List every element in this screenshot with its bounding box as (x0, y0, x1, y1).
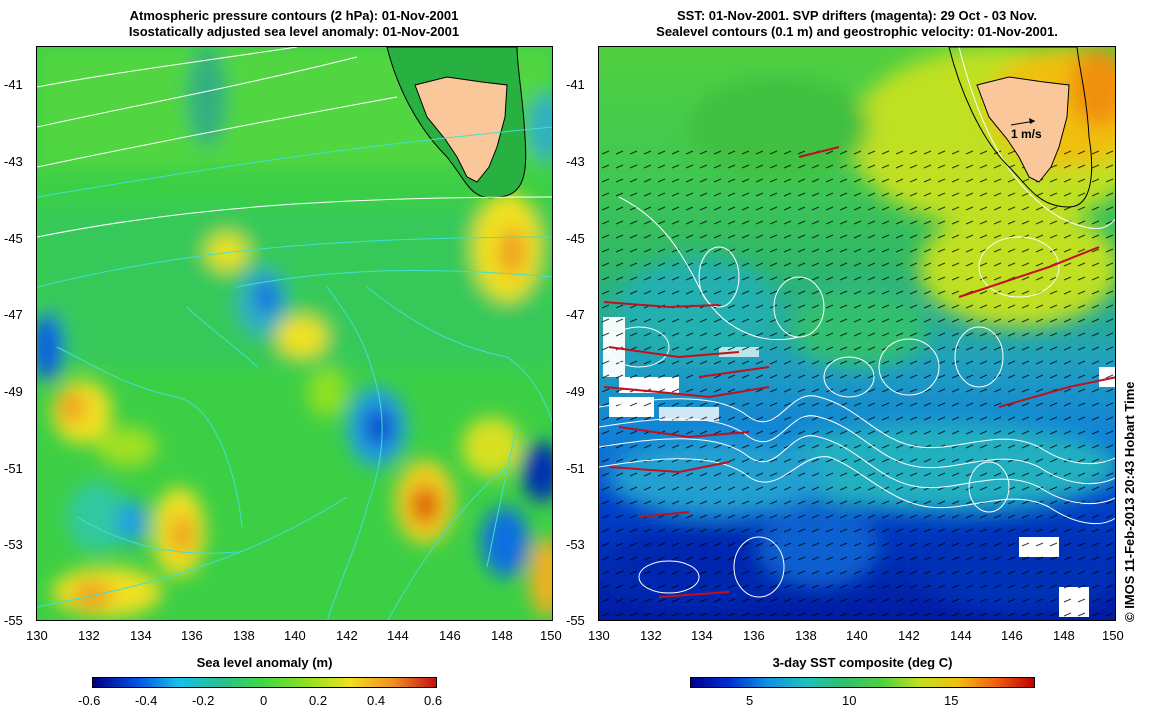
left-colorbar-tick: 0.4 (367, 693, 386, 708)
left-colorbar-tick: -0.2 (192, 693, 215, 708)
left-lat-tick: -45 (4, 231, 23, 246)
right-colorbar-tick: 10 (842, 693, 857, 708)
sst-map: 1 m/s (598, 46, 1116, 621)
right-lat-tick: -47 (566, 307, 585, 322)
right-lon-tick: 134 (691, 628, 713, 643)
right-lat-tick: -51 (566, 461, 585, 476)
left-title: Atmospheric pressure contours (2 hPa): 0… (36, 8, 552, 40)
right-lon-tick: 138 (795, 628, 817, 643)
left-lon-tick: 144 (387, 628, 409, 643)
right-lon-tick: 130 (588, 628, 610, 643)
right-lat-tick: -55 (566, 613, 585, 628)
left-lat-tick: -51 (4, 461, 23, 476)
right-lon-tick: 142 (898, 628, 920, 643)
left-lat-tick: -47 (4, 307, 23, 322)
sea-level-colorbar (92, 677, 437, 688)
right-lon-tick: 140 (846, 628, 868, 643)
right-title: SST: 01-Nov-2001. SVP drifters (magenta)… (598, 8, 1116, 40)
left-colorbar-tick: 0.6 (424, 693, 443, 708)
left-colorbar-tick: -0.4 (135, 693, 158, 708)
left-lon-tick: 140 (284, 628, 306, 643)
right-colorbar-label: 3-day SST composite (deg C) (772, 655, 953, 670)
right-lon-tick: 144 (950, 628, 972, 643)
right-lat-tick: -49 (566, 384, 585, 399)
right-colorbar-tick: 5 (746, 693, 754, 708)
left-lon-tick: 136 (181, 628, 203, 643)
left-lat-tick: -41 (4, 77, 23, 92)
left-lon-tick: 138 (233, 628, 255, 643)
velocity-scale-label: 1 m/s (1011, 127, 1042, 141)
right-lat-tick: -53 (566, 537, 585, 552)
left-colorbar-tick: 0 (260, 693, 268, 708)
right-lat-tick: -43 (566, 154, 585, 169)
left-lat-tick: -55 (4, 613, 23, 628)
copyright-notice: © IMOS 11-Feb-2013 20:43 Hobart Time (1122, 381, 1137, 622)
right-lon-tick: 148 (1053, 628, 1075, 643)
left-colorbar-tick: -0.6 (78, 693, 101, 708)
left-lon-tick: 130 (26, 628, 48, 643)
left-lat-tick: -43 (4, 154, 23, 169)
right-colorbar-tick: 15 (944, 693, 959, 708)
left-lon-tick: 148 (491, 628, 513, 643)
sst-colorbar (690, 677, 1035, 688)
left-lon-tick: 132 (78, 628, 100, 643)
right-title-line2: Sealevel contours (0.1 m) and geostrophi… (656, 24, 1058, 39)
right-lat-tick: -41 (566, 77, 585, 92)
left-lon-tick: 142 (336, 628, 358, 643)
left-lat-tick: -49 (4, 384, 23, 399)
right-lon-tick: 150 (1102, 628, 1124, 643)
left-colorbar-label: Sea level anomaly (m) (196, 655, 333, 670)
left-colorbar-tick: 0.2 (309, 693, 328, 708)
right-lon-tick: 146 (1001, 628, 1023, 643)
right-lon-tick: 136 (743, 628, 765, 643)
left-title-line1: Atmospheric pressure contours (2 hPa): 0… (129, 8, 459, 23)
right-lon-tick: 132 (640, 628, 662, 643)
left-lat-tick: -53 (4, 537, 23, 552)
left-lon-tick: 134 (130, 628, 152, 643)
left-lon-tick: 146 (439, 628, 461, 643)
sea-level-anomaly-map (36, 46, 553, 621)
right-lat-tick: -45 (566, 231, 585, 246)
right-title-line1: SST: 01-Nov-2001. SVP drifters (magenta)… (676, 8, 1038, 23)
left-title-line2: Isostatically adjusted sea level anomaly… (128, 24, 460, 39)
left-lon-tick: 150 (540, 628, 562, 643)
